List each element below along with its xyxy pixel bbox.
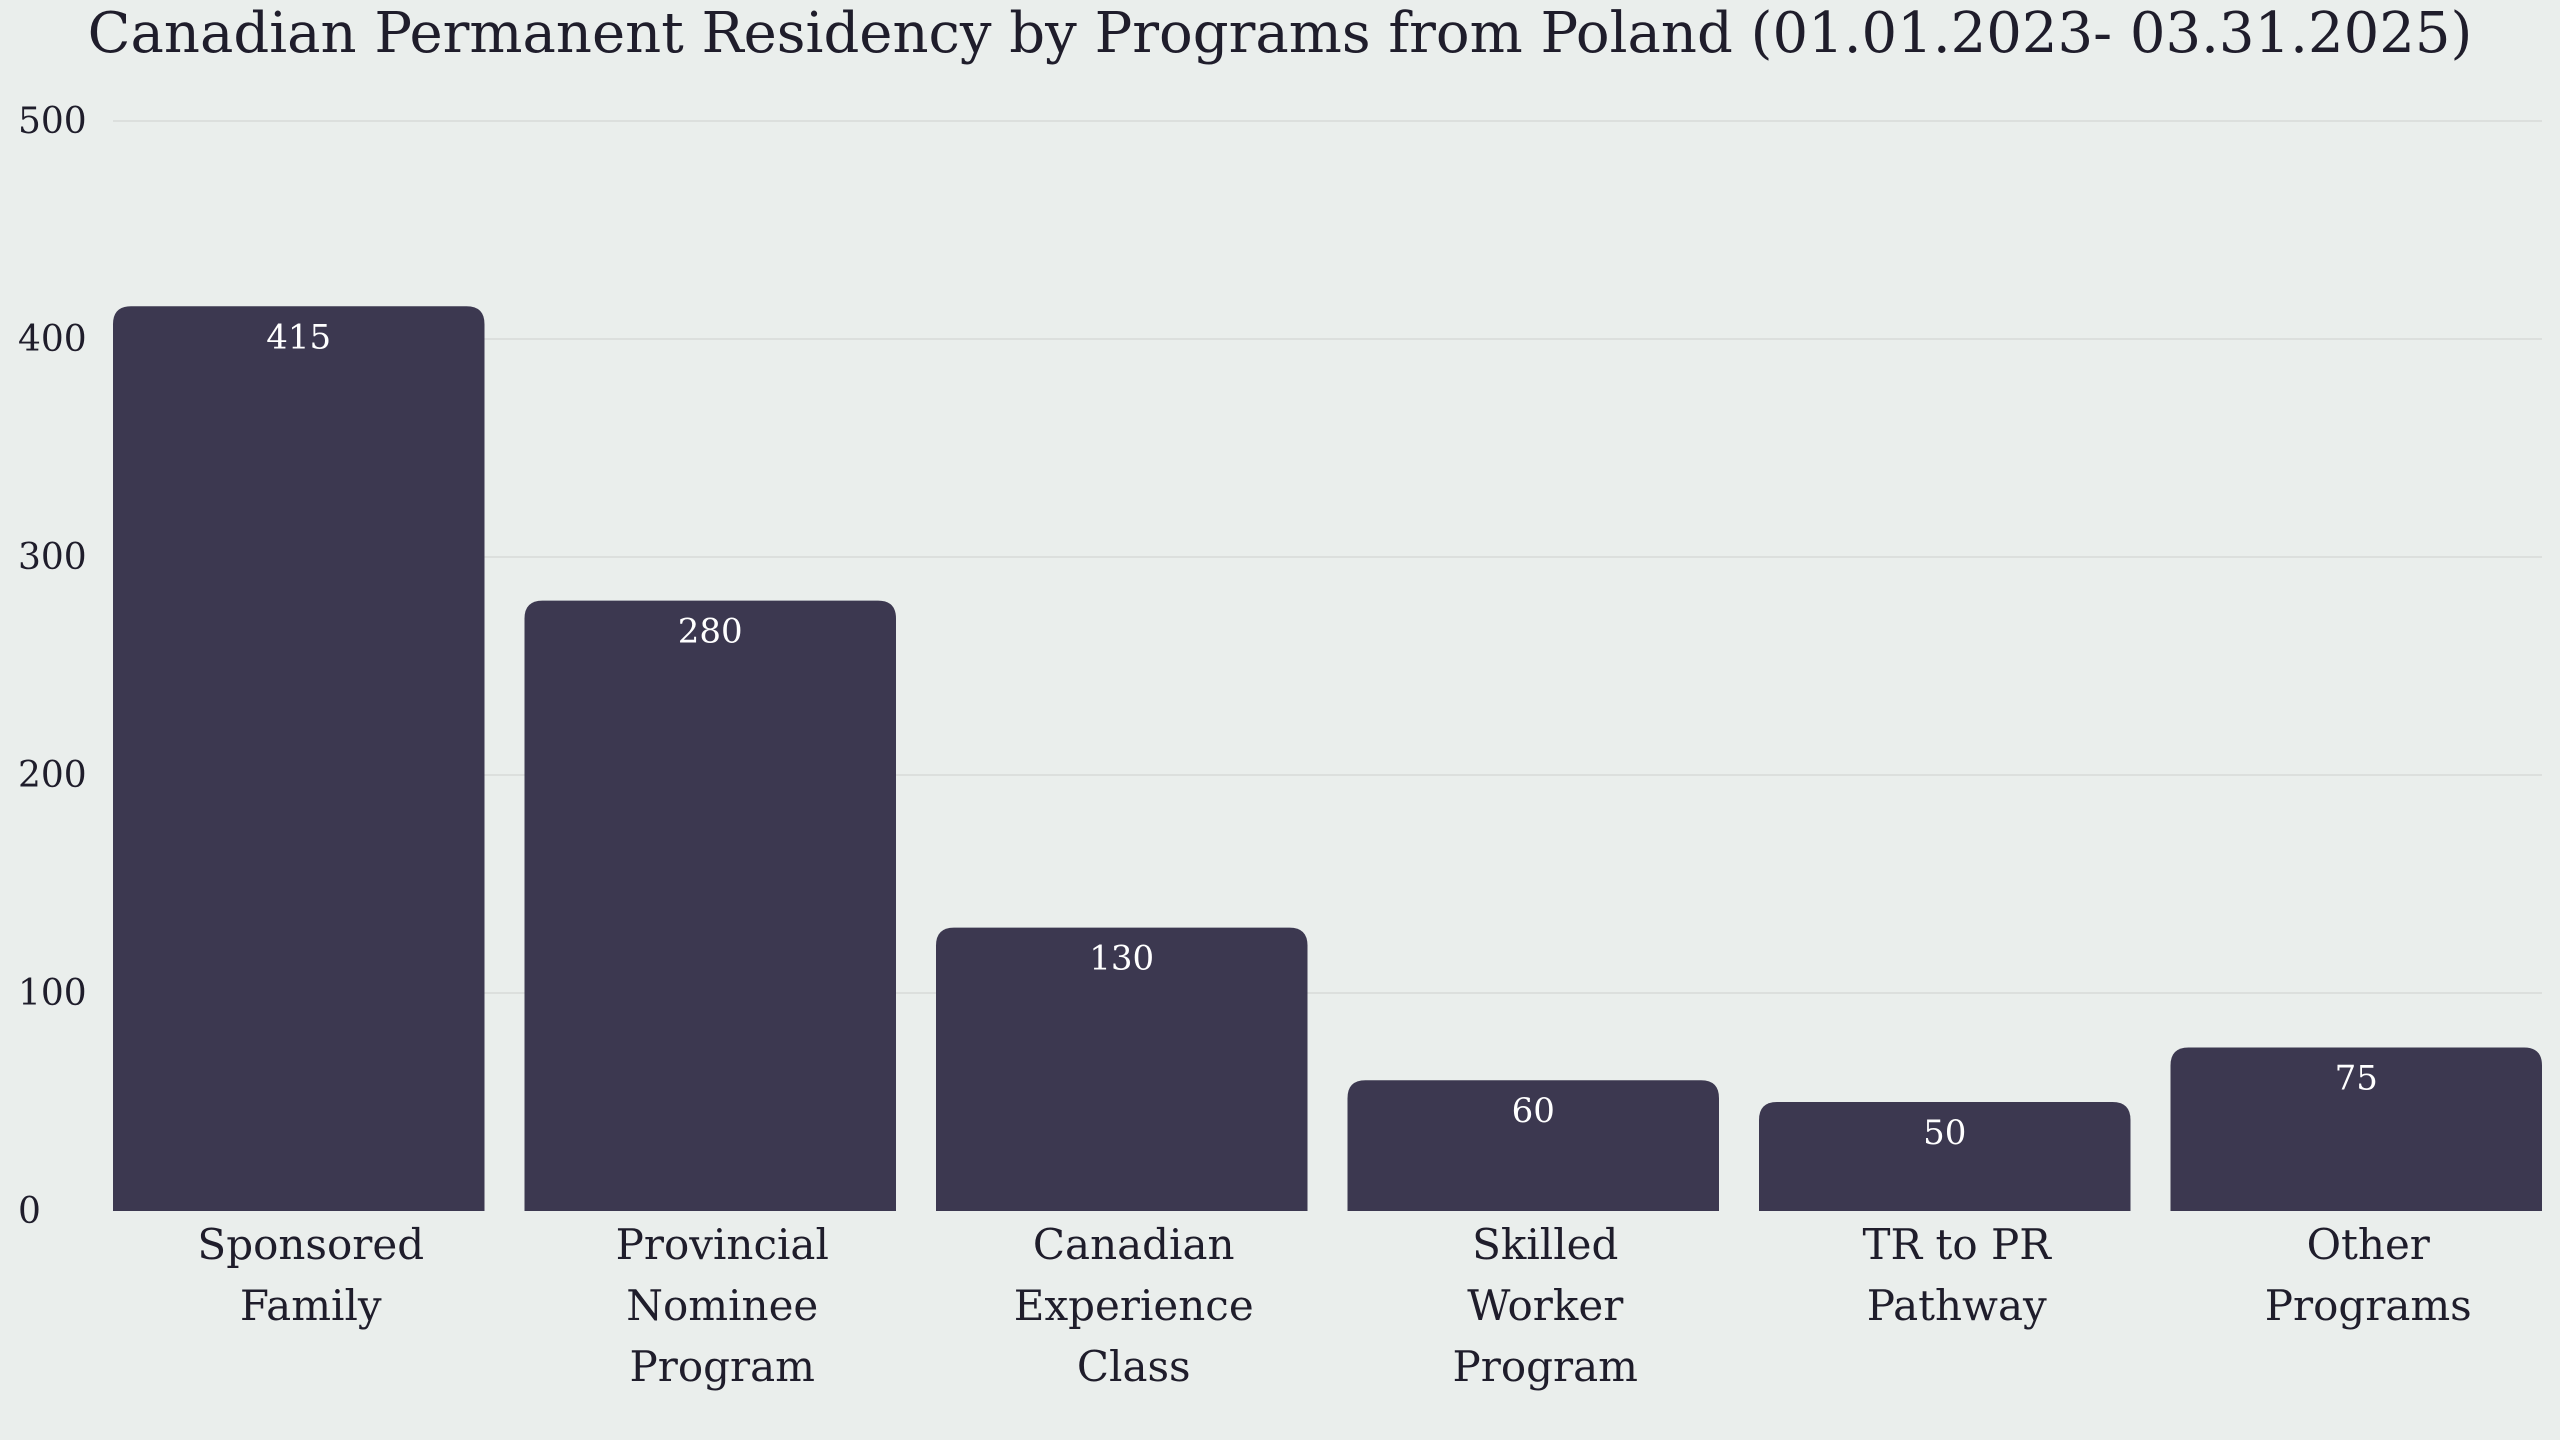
x-tick-label-line: Sponsored: [197, 1220, 424, 1269]
x-tick-label-line: Family: [240, 1281, 382, 1330]
x-tick-label: Canadian Experience Class: [1014, 1220, 1254, 1391]
data-label: 280: [678, 612, 743, 652]
gridlines: [113, 120, 2542, 994]
x-tick-label-line: Worker: [1467, 1281, 1624, 1330]
x-tick-label-line: Class: [1077, 1342, 1191, 1391]
bar-1: [524, 600, 896, 1211]
x-tick-label-line: Programs: [2265, 1281, 2472, 1330]
bar-0: [113, 306, 485, 1211]
y-tick-label: 100: [18, 973, 87, 1014]
x-tick-label-line: Other: [2307, 1220, 2431, 1269]
x-axis-labels: Sponsored Family Provincial Nominee Program C…: [197, 1220, 2471, 1391]
bar-3: [1347, 1080, 1719, 1211]
x-tick-label: Sponsored Family: [197, 1220, 424, 1330]
data-label: 75: [2335, 1059, 2378, 1099]
y-tick-label: 200: [18, 755, 87, 796]
chart-title: Canadian Permanent Residency by Programs…: [88, 1, 2473, 66]
data-label: 130: [1089, 939, 1154, 979]
x-tick-label-line: Program: [1453, 1342, 1638, 1391]
x-tick-label-line: Program: [630, 1342, 815, 1391]
data-labels: 415 280 130 60 50 75: [266, 317, 2378, 1153]
x-tick-label-line: Provincial: [616, 1220, 829, 1269]
x-tick-label: Provincial Nominee Program: [616, 1220, 829, 1391]
x-tick-label-line: Skilled: [1472, 1220, 1618, 1269]
x-tick-label-line: Canadian: [1033, 1220, 1235, 1269]
x-tick-label-line: Pathway: [1867, 1281, 2047, 1330]
bars: [113, 306, 2542, 1211]
y-tick-label: 0: [18, 1191, 41, 1232]
x-tick-label: Skilled Worker Program: [1453, 1220, 1638, 1391]
bar-2: [936, 927, 1308, 1211]
x-tick-label: TR to PR Pathway: [1863, 1220, 2053, 1330]
data-label: 415: [266, 317, 331, 357]
y-tick-label: 400: [18, 319, 87, 360]
data-label: 50: [1923, 1113, 1966, 1153]
data-label: 60: [1512, 1091, 1555, 1131]
y-tick-label: 500: [18, 101, 87, 142]
y-axis-ticks: 0 100 200 300 400 500: [18, 101, 87, 1232]
bar-5: [2170, 1047, 2542, 1211]
x-tick-label-line: TR to PR: [1863, 1220, 2053, 1269]
x-tick-label-line: Experience: [1014, 1281, 1254, 1330]
bar-4: [1759, 1102, 2131, 1211]
y-tick-label: 300: [18, 537, 87, 578]
x-tick-label-line: Nominee: [626, 1281, 818, 1330]
x-tick-label: Other Programs: [2265, 1220, 2472, 1330]
